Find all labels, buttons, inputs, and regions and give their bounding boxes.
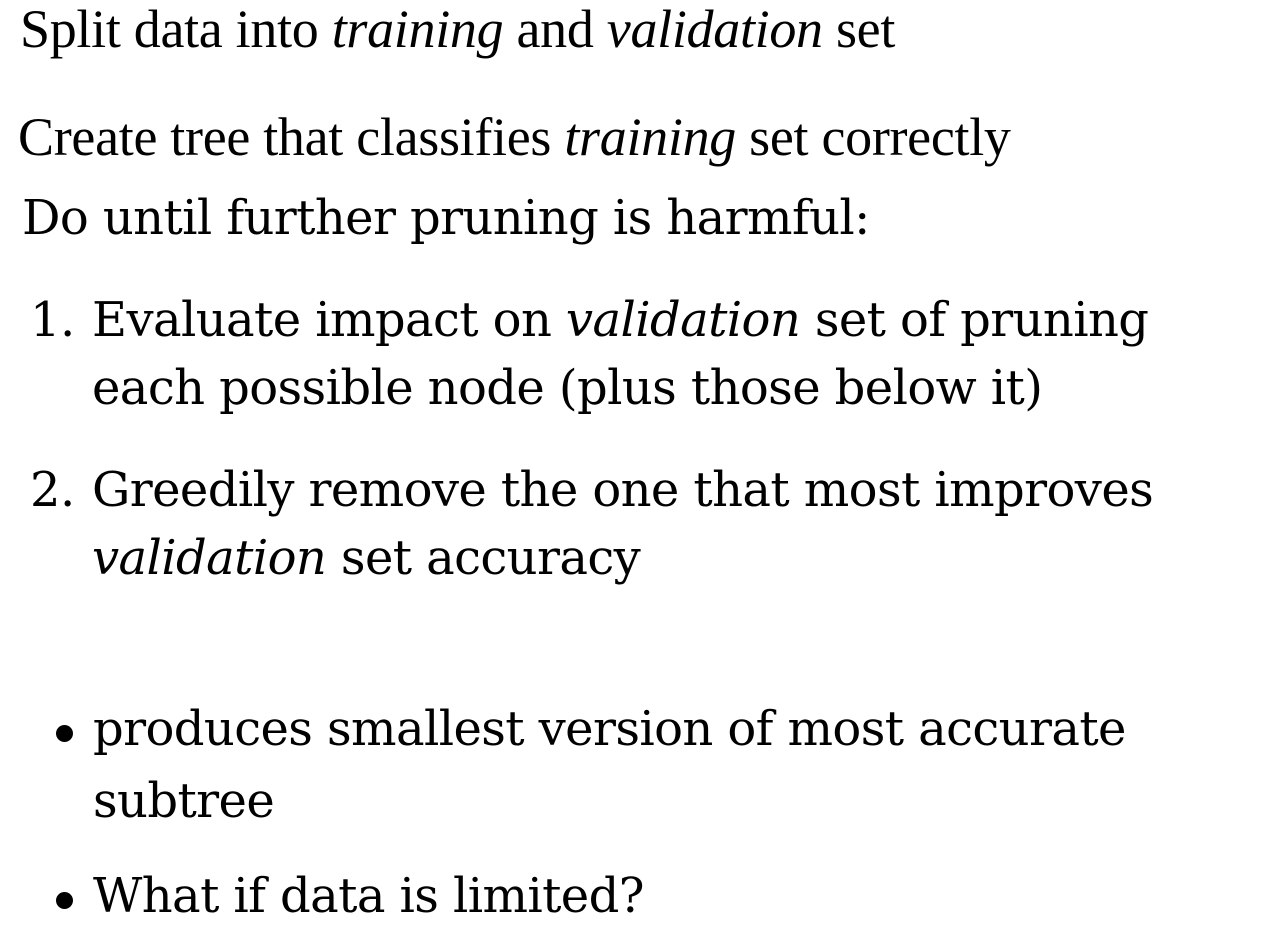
text: set of pruning <box>800 292 1149 348</box>
step-text-line: Greedily remove the one that most improv… <box>92 462 1154 518</box>
bullet-icon <box>56 892 73 909</box>
text: Create tree that classifies <box>18 107 565 167</box>
text: set correctly <box>735 107 1011 167</box>
text: and <box>503 0 607 59</box>
statement-loop: Do until further pruning is harmful: <box>22 190 870 246</box>
step-number: 2. <box>30 462 75 518</box>
term-validation: validation <box>565 292 801 348</box>
bullet-icon <box>56 725 73 742</box>
step-text-line: each possible node (plus those below it) <box>92 360 1043 416</box>
bullet-text-line: subtree <box>93 773 275 829</box>
term-validation: validation <box>92 530 327 586</box>
statement-create-tree: Create tree that classifies training set… <box>18 110 1011 164</box>
bullet-text-line: produces smallest version of most accura… <box>93 701 1126 757</box>
term-validation: validation <box>606 0 823 59</box>
statement-split-data: Split data into training and validation … <box>20 2 895 56</box>
step-text-line: validation set accuracy <box>92 534 641 582</box>
term-training: training <box>331 0 504 59</box>
step-number: 1. <box>30 292 75 348</box>
step-text-line: Evaluate impact on validation set of pru… <box>92 296 1149 344</box>
term-training: training <box>564 107 736 167</box>
bullet-text-line: What if data is limited? <box>93 868 644 924</box>
text: set accuracy <box>326 530 641 586</box>
text: set <box>822 0 896 59</box>
text: Split data into <box>20 0 332 59</box>
text: Evaluate impact on <box>92 292 566 348</box>
